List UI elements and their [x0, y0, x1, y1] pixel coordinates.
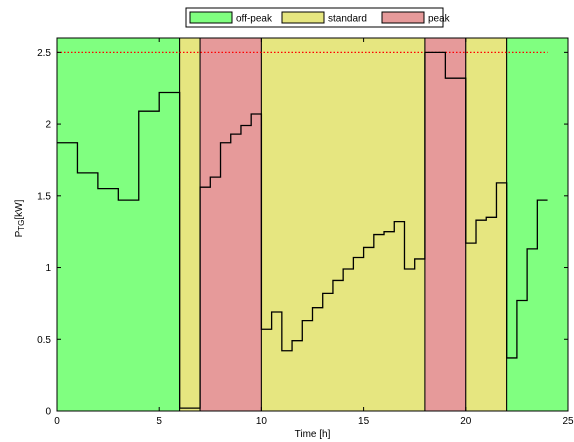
- y-axis-label-subscript: TG: [17, 220, 26, 231]
- x-tick-label: 25: [562, 416, 574, 427]
- legend-label: off-peak: [236, 14, 273, 25]
- band-peak: [199, 37, 262, 412]
- x-tick-label: 0: [54, 416, 60, 427]
- legend-swatch: [281, 11, 325, 24]
- tariff-bands: [56, 37, 569, 412]
- x-axis-ticks: 0 5 10 15 20 25: [54, 38, 574, 427]
- band-standard: [465, 37, 508, 412]
- band-peak: [424, 37, 467, 412]
- y-axis-label: PTG[kW]: [14, 199, 26, 237]
- series-line: [57, 51, 548, 409]
- x-tick-label: 20: [460, 416, 472, 427]
- legend-label: standard: [328, 14, 367, 25]
- y-tick-label: 0.5: [37, 335, 51, 346]
- plot-frame: [56, 37, 569, 412]
- legend-swatch: [381, 11, 425, 24]
- x-tick-label: 15: [358, 416, 370, 427]
- y-tick-label: 1.5: [37, 191, 51, 202]
- x-tick-label: 5: [156, 416, 162, 427]
- y-axis-label-main: P: [14, 230, 25, 237]
- legend-swatch: [189, 11, 233, 24]
- legend-label: peak: [428, 14, 451, 25]
- y-axis-ticks: 0 0.5 1 1.5 2 2.5: [37, 48, 568, 418]
- band-off-peak: [56, 37, 181, 412]
- x-axis-label: Time [h]: [295, 429, 331, 440]
- y-axis-label-unit: [kW]: [14, 199, 25, 219]
- series-group: [57, 51, 548, 409]
- y-tick-label: 2: [45, 120, 51, 131]
- band-standard: [260, 37, 426, 412]
- y-tick-label: 0: [45, 407, 51, 418]
- x-tick-label: 10: [256, 416, 268, 427]
- y-tick-label: 1: [45, 263, 51, 274]
- y-tick-label: 2.5: [37, 48, 51, 59]
- legend: off-peak standard peak: [185, 7, 451, 28]
- band-standard: [179, 37, 201, 412]
